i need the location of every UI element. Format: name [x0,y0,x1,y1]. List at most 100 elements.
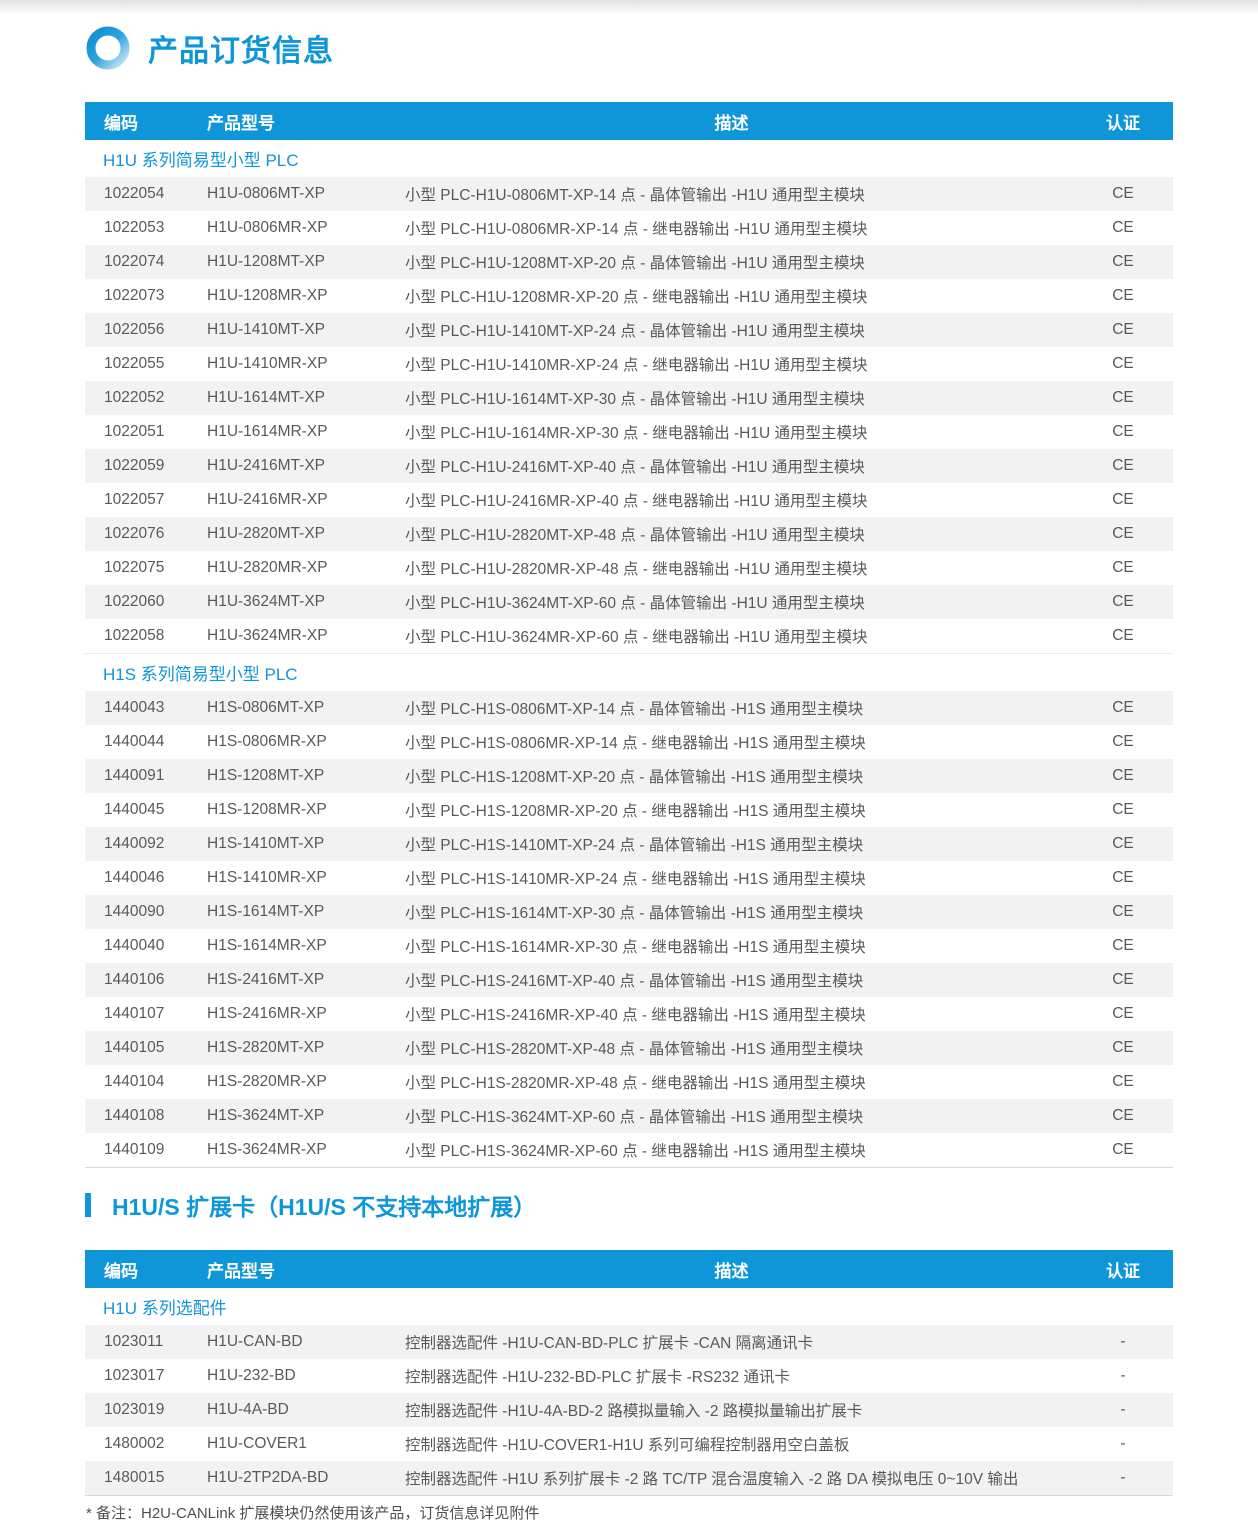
cell-certification: CE [1112,1073,1134,1090]
cell-description: 控制器选配件 -H1U-COVER1-H1U 系列可编程控制器用空白盖板 [405,1437,850,1454]
col-header-description: 描述 [714,1261,749,1281]
table-row: 1440044 H1S-0806MR-XP 小型 PLC-H1S-0806MR-XP… [85,725,1173,759]
cell-code: 1440109 [104,1141,165,1158]
cell-code: 1480002 [104,1435,165,1452]
cell-certification: - [1120,1401,1126,1418]
table-row: 1022076 H1U-2820MT-XP 小型 PLC-H1U-2820MT-XP… [85,517,1173,551]
cell-model: H1U-2416MT-XP [207,457,326,474]
cell-code: 1440108 [104,1107,165,1124]
table-header-row: 编码 产品型号 描述 认证 [85,1250,1173,1288]
table-row: 1023019 H1U-4A-BD 控制器选配件 -H1U-4A-BD-2 路模拟量… [85,1393,1173,1427]
catalog-page: 产品订货信息 编码 产品型号 描述 认证 H1U 系列简易型小型 PLC 1022054 H… [85,0,1173,1522]
cell-certification: CE [1112,185,1134,202]
cell-certification: CE [1112,835,1134,852]
cell-description: 小型 PLC-H1U-2416MR-XP-40 点 - 继电器输出 -H1U 通… [405,493,868,510]
cell-code: 1022054 [104,185,165,202]
cell-model: H1U-2416MR-XP [207,491,328,508]
col-header-certification: 认证 [1106,1261,1140,1281]
cell-description: 小型 PLC-H1S-2820MR-XP-48 点 - 继电器输出 -H1S 通… [405,1075,866,1092]
table-row: 1480002 H1U-COVER1 控制器选配件 -H1U-COVER1-H1U … [85,1427,1173,1461]
cell-model: H1U-2TP2DA-BD [207,1469,329,1486]
cell-description: 小型 PLC-H1S-1208MT-XP-20 点 - 晶体管输出 -H1S 通… [405,769,864,786]
ring-icon [86,26,130,70]
cell-certification: CE [1112,287,1134,304]
cell-certification: CE [1112,1005,1134,1022]
cell-certification: CE [1112,525,1134,542]
col-header-model: 产品型号 [207,1261,275,1281]
cell-description: 小型 PLC-H1S-1410MT-XP-24 点 - 晶体管输出 -H1S 通… [405,837,864,854]
cell-certification: CE [1112,355,1134,372]
cell-model: H1S-3624MT-XP [207,1107,325,1124]
cell-description: 小型 PLC-H1U-1208MT-XP-20 点 - 晶体管输出 -H1U 通… [405,255,865,272]
cell-code: 1480015 [104,1469,165,1486]
cell-model: H1U-4A-BD [207,1401,289,1418]
cell-description: 控制器选配件 -H1U-232-BD-PLC 扩展卡 -RS232 通讯卡 [405,1369,790,1386]
cell-model: H1S-2416MR-XP [207,1005,327,1022]
table-row: 1022057 H1U-2416MR-XP 小型 PLC-H1U-2416MR-XP… [85,483,1173,517]
cell-code: 1440044 [104,733,165,750]
cell-certification: - [1120,1333,1126,1350]
cell-code: 1022057 [104,491,165,508]
tables-root: 编码 产品型号 描述 认证 H1U 系列简易型小型 PLC 1022054 H1U-0806… [85,102,1173,1496]
section-label: H1U 系列选配件 [103,1299,227,1318]
table-row: 1440104 H1S-2820MR-XP 小型 PLC-H1S-2820MR-XP… [85,1065,1173,1099]
cell-description: 小型 PLC-H1U-3624MT-XP-60 点 - 晶体管输出 -H1U 通… [405,595,865,612]
cell-code: 1022075 [104,559,165,576]
cell-model: H1U-1410MR-XP [207,355,328,372]
table-row: 1440043 H1S-0806MT-XP 小型 PLC-H1S-0806MT-XP… [85,691,1173,725]
table-row: 1022051 H1U-1614MR-XP 小型 PLC-H1U-1614MR-XP… [85,415,1173,449]
table-row: 1022074 H1U-1208MT-XP 小型 PLC-H1U-1208MT-XP… [85,245,1173,279]
cell-description: 小型 PLC-H1S-3624MT-XP-60 点 - 晶体管输出 -H1S 通… [405,1109,864,1126]
cell-code: 1440045 [104,801,165,818]
cell-code: 1440040 [104,937,165,954]
table-row: 1022060 H1U-3624MT-XP 小型 PLC-H1U-3624MT-XP… [85,585,1173,619]
cell-description: 小型 PLC-H1U-3624MR-XP-60 点 - 继电器输出 -H1U 通… [405,629,868,646]
table-row: 1440106 H1S-2416MT-XP 小型 PLC-H1S-2416MT-XP… [85,963,1173,997]
table-row: 1440105 H1S-2820MT-XP 小型 PLC-H1S-2820MT-XP… [85,1031,1173,1065]
table-row: 1022054 H1U-0806MT-XP 小型 PLC-H1U-0806MT-XP… [85,177,1173,211]
cell-certification: - [1120,1367,1126,1384]
cell-description: 小型 PLC-H1U-2820MT-XP-48 点 - 晶体管输出 -H1U 通… [405,527,865,544]
cell-code: 1023019 [104,1401,165,1418]
cell-model: H1S-1614MT-XP [207,903,325,920]
table-row: 1440040 H1S-1614MR-XP 小型 PLC-H1S-1614MR-XP… [85,929,1173,963]
table-row: 1440108 H1S-3624MT-XP 小型 PLC-H1S-3624MT-XP… [85,1099,1173,1133]
cell-certification: CE [1112,869,1134,886]
cell-model: H1U-0806MT-XP [207,185,326,202]
table-header-row: 编码 产品型号 描述 认证 [85,102,1173,140]
cell-model: H1U-3624MR-XP [207,627,328,644]
cell-certification: - [1120,1435,1126,1452]
cell-model: H1S-2820MT-XP [207,1039,325,1056]
cell-description: 小型 PLC-H1S-1614MR-XP-30 点 - 继电器输出 -H1S 通… [405,939,866,956]
table-row: 1440107 H1S-2416MR-XP 小型 PLC-H1S-2416MR-XP… [85,997,1173,1031]
table-section: H1U 系列选配件 1023011 H1U-CAN-BD 控制器选配件 -H1U-CA… [85,1288,1173,1495]
cell-description: 控制器选配件 -H1U 系列扩展卡 -2 路 TC/TP 混合温度输入 -2 路… [405,1471,1019,1488]
cell-model: H1S-2416MT-XP [207,971,325,988]
cell-description: 小型 PLC-H1U-1614MT-XP-30 点 - 晶体管输出 -H1U 通… [405,391,865,408]
page-title: 产品订货信息 [148,35,334,68]
cell-certification: CE [1112,733,1134,750]
cell-code: 1022060 [104,593,165,610]
cell-code: 1440046 [104,869,165,886]
cell-certification: CE [1112,1141,1134,1158]
cell-description: 小型 PLC-H1S-3624MR-XP-60 点 - 继电器输出 -H1S 通… [405,1143,866,1160]
cell-code: 1023017 [104,1367,165,1384]
page-top-shadow [0,0,1258,15]
cell-model: H1U-1614MT-XP [207,389,326,406]
table-row: 1440045 H1S-1208MR-XP 小型 PLC-H1S-1208MR-XP… [85,793,1173,827]
col-header-model: 产品型号 [207,113,275,133]
cell-certification: CE [1112,1107,1134,1124]
table-row: 1440109 H1S-3624MR-XP 小型 PLC-H1S-3624MR-XP… [85,1133,1173,1167]
table-row: 1022075 H1U-2820MR-XP 小型 PLC-H1U-2820MR-XP… [85,551,1173,585]
cell-certification: CE [1112,457,1134,474]
cell-description: 小型 PLC-H1U-0806MR-XP-14 点 - 继电器输出 -H1U 通… [405,221,868,238]
cell-code: 1022074 [104,253,165,270]
cell-model: H1U-2820MT-XP [207,525,326,542]
section-heading: H1U/S 扩展卡（H1U/S 不支持本地扩展） [112,1194,537,1220]
cell-certification: CE [1112,903,1134,920]
cell-model: H1S-3624MR-XP [207,1141,327,1158]
cell-certification: CE [1112,593,1134,610]
section-heading-block: H1U/S 扩展卡（H1U/S 不支持本地扩展） [85,1190,1173,1220]
cell-code: 1022056 [104,321,165,338]
page-title-block: 产品订货信息 [86,24,1173,72]
